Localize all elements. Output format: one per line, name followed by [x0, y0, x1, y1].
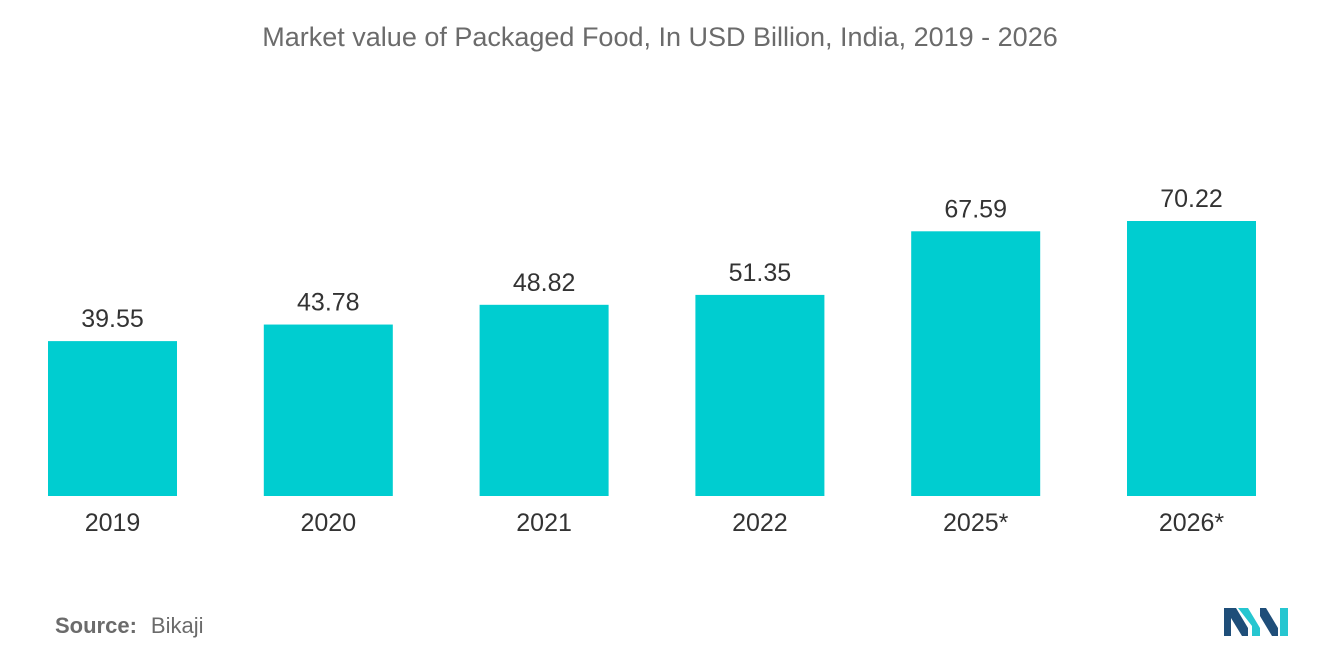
bar-2022	[695, 295, 824, 496]
data-label-2019: 39.55	[81, 305, 144, 333]
x-tick-label-2020: 2020	[300, 509, 356, 537]
bar-2025*	[911, 231, 1040, 496]
x-tick-label-2021: 2021	[516, 509, 572, 537]
bar-2020	[264, 325, 393, 496]
x-tick-label-2025*: 2025*	[943, 509, 1009, 537]
mordor-logo-icon	[1222, 602, 1290, 638]
source-line: Source: Bikaji	[55, 613, 204, 639]
data-label-2021: 48.82	[513, 269, 576, 297]
x-tick-label-2026*: 2026*	[1159, 509, 1225, 537]
data-label-2022: 51.35	[729, 259, 792, 287]
x-tick-label-2019: 2019	[85, 509, 141, 537]
bar-2026*	[1127, 221, 1256, 496]
bar-2019	[48, 341, 177, 496]
data-label-2025*: 67.59	[944, 195, 1007, 223]
source-label: Source:	[55, 613, 137, 638]
data-label-2020: 43.78	[297, 289, 360, 317]
x-tick-label-2022: 2022	[732, 509, 788, 537]
bar-chart: 39.55 2019 43.78 2020 48.82 2021 51.35 2022 67.5…	[0, 0, 1320, 600]
bar-2021	[480, 305, 609, 496]
source-value: Bikaji	[151, 613, 204, 638]
data-label-2026*: 70.22	[1160, 185, 1223, 213]
